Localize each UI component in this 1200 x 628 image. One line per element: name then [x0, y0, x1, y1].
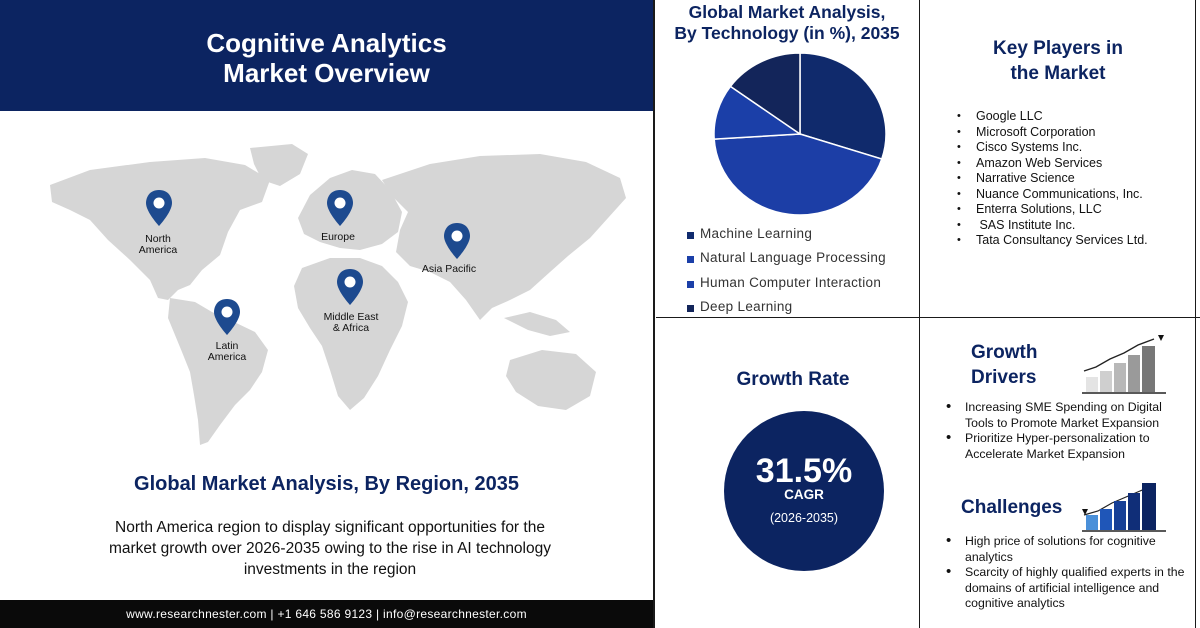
list-item: High price of solutions for cognitive an…	[946, 533, 1186, 565]
list-item: Cisco Systems Inc.	[957, 140, 1148, 156]
pin-label-asia-pacific: Asia Pacific	[421, 263, 477, 275]
page-title-line1: Cognitive Analytics	[206, 28, 447, 58]
divider-left	[653, 0, 655, 628]
region-analysis-description: North America region to display signific…	[108, 519, 551, 578]
pin-label-latin-america: Latin America	[207, 340, 247, 363]
list-item: Tata Consultancy Services Ltd.	[957, 233, 1148, 249]
pin-latin-america-icon	[214, 299, 240, 335]
pin-europe-icon	[327, 190, 353, 226]
list-item: Nuance Communications, Inc.	[957, 187, 1148, 203]
contact-footer: www.researchnester.com | +1 646 586 9123…	[0, 600, 653, 628]
list-item: Prioritize Hyper-personalization to Acce…	[946, 430, 1186, 462]
technology-chart-title: Global Market Analysis, By Technology (i…	[674, 2, 900, 43]
title-banner: Cognitive Analytics Market Overview	[0, 0, 653, 111]
pin-label-europe: Europe	[321, 231, 355, 243]
legend-swatch	[687, 280, 694, 288]
growth-rate-title: Growth Rate	[736, 369, 850, 390]
world-map	[50, 144, 626, 445]
legend-swatch	[687, 232, 694, 239]
pie-slice-deep-learning	[729, 53, 801, 136]
growth-drivers-list: Increasing SME Spending on Digital Tools…	[946, 399, 1186, 462]
rising-bar-chart-icon	[1082, 335, 1166, 394]
pie-slice-machine-learning	[799, 53, 886, 160]
legend-swatch	[687, 256, 694, 264]
pin-middle-east-africa-icon	[337, 269, 363, 305]
key-players-list: Google LLC Microsoft Corporation Cisco S…	[957, 109, 1148, 249]
islands-shape	[504, 312, 570, 336]
pin-asia-pacific-icon	[444, 223, 470, 259]
list-item: Narrative Science	[957, 171, 1148, 187]
list-item: Enterra Solutions, LLC	[957, 202, 1148, 218]
pie-slice-natural-language-processing	[714, 133, 883, 215]
page-title-line2: Market Overview	[223, 58, 430, 88]
asia-shape	[382, 154, 626, 320]
divider-middle	[919, 0, 920, 628]
pin-label-north-america: North America	[138, 233, 178, 256]
divider-right	[1195, 0, 1196, 628]
divider-horizontal	[656, 317, 1200, 318]
growth-drivers-title: Growth Drivers	[971, 342, 1038, 388]
region-analysis-title: Global Market Analysis, By Region, 2035	[134, 473, 519, 495]
cagr-period: (2026-2035)	[769, 511, 839, 525]
technology-pie-chart	[714, 53, 886, 215]
africa-shape	[294, 258, 408, 410]
challenges-title: Challenges	[961, 497, 1063, 518]
pin-north-america-icon	[146, 190, 172, 226]
declining-bar-chart-icon	[1082, 483, 1166, 532]
key-players-title: Key Players in the Market	[993, 38, 1123, 84]
cagr-circle	[724, 411, 884, 571]
cagr-label: CAGR	[784, 487, 824, 502]
list-item: Google LLC	[957, 109, 1148, 125]
legend-swatch	[687, 304, 694, 312]
list-item: Microsoft Corporation	[957, 125, 1148, 141]
list-item: Amazon Web Services	[957, 156, 1148, 172]
greenland-shape	[250, 144, 308, 186]
south-america-shape	[168, 298, 268, 445]
challenges-list: High price of solutions for cognitive an…	[946, 533, 1186, 612]
list-item: Scarcity of highly qualified experts in …	[946, 564, 1186, 612]
cagr-value: 31.5%	[755, 452, 853, 490]
region-panel: Cognitive Analytics Market Overview	[0, 0, 653, 628]
pin-label-middle-east-africa: Middle East & Africa	[323, 311, 379, 334]
list-item: SAS Institute Inc.	[957, 218, 1148, 234]
north-america-shape	[50, 158, 270, 300]
list-item: Increasing SME Spending on Digital Tools…	[946, 399, 1186, 431]
australia-shape	[506, 350, 596, 410]
